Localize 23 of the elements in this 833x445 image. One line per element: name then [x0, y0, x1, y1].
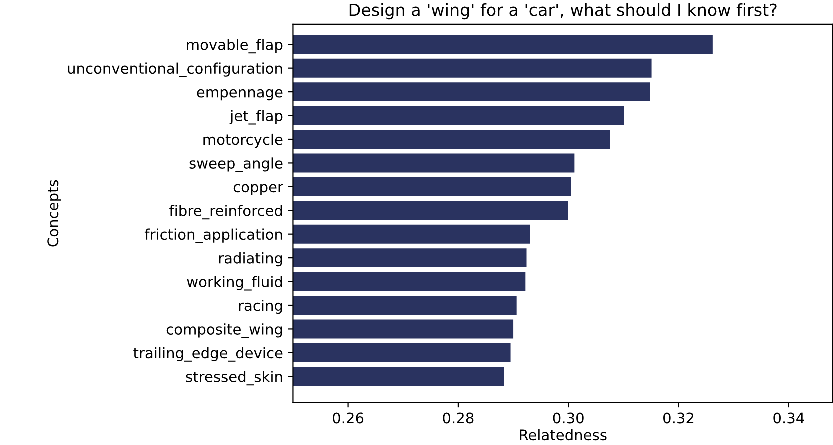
- y-tick-label: unconventional_configuration: [68, 62, 282, 78]
- y-axis-title: Concepts: [48, 180, 62, 247]
- y-tick-label: working_fluid: [187, 276, 282, 291]
- y-tick-label: trailing_edge_device: [134, 347, 283, 362]
- y-tick-label: motorcycle: [204, 134, 283, 148]
- y-tick-label: stressed_skin: [186, 371, 282, 386]
- y-tick-label: empennage: [197, 89, 283, 101]
- x-tick-label: 0.30: [553, 412, 584, 424]
- y-tick-label: movable_flap: [187, 39, 283, 54]
- y-tick-label: fibre_reinforced: [170, 205, 282, 220]
- x-tick-label: 0.32: [664, 412, 694, 424]
- x-tick-label: 0.28: [443, 412, 474, 424]
- y-tick-label: jet_flap: [230, 110, 283, 125]
- y-tick-label: sweep_angle: [190, 158, 283, 172]
- y-tick-label: radiating: [219, 252, 282, 267]
- y-tick-label: friction_application: [144, 228, 282, 244]
- x-axis-title: Relatedness: [520, 429, 607, 441]
- x-tick-label: 0.34: [774, 412, 804, 424]
- y-tick-label: racing: [239, 300, 282, 314]
- chart-title: Design a 'wing' for a 'car', what should I know first?: [350, 3, 777, 20]
- x-tick-label: 0.26: [333, 412, 364, 424]
- y-tick-label: composite_wing: [166, 324, 282, 338]
- y-tick-label: copper: [234, 184, 284, 196]
